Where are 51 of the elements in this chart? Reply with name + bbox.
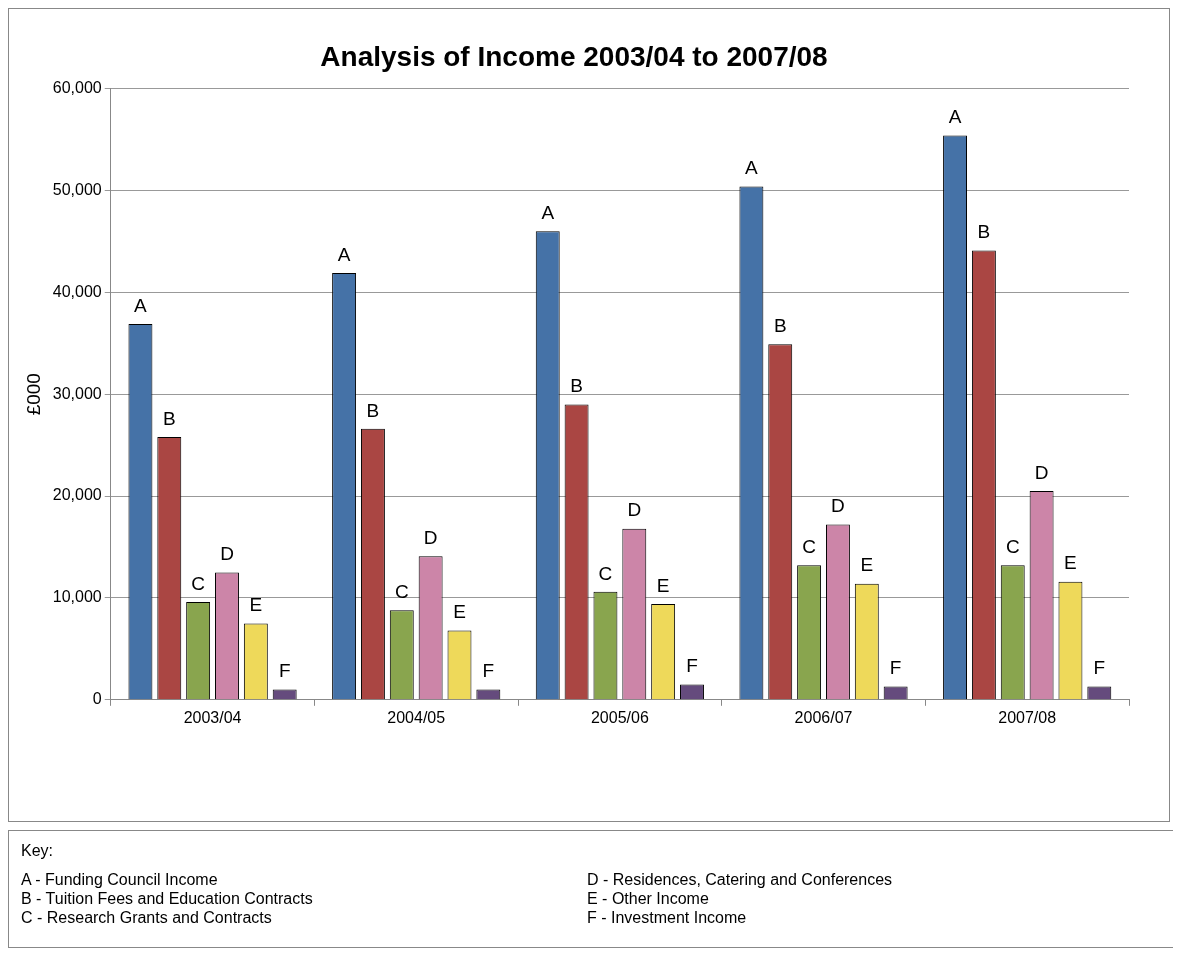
text: B [773,315,787,337]
text: B [366,399,380,421]
text: E [1064,552,1077,574]
text: F [482,660,495,682]
text: C [802,536,816,558]
text: C [191,572,206,594]
text: F [889,657,902,679]
x-tick-label: 2003/04 [183,708,242,726]
text: E [860,554,874,576]
text: A - Funding Council Income [21,870,219,889]
y-tick-label: 10,000 [52,588,102,606]
y-tick-label: 20,000 [52,486,102,504]
text: C - Research Grants and Contracts [21,908,273,927]
text: Key: [21,841,54,860]
text: F [1093,657,1106,679]
text: B [977,221,991,243]
text: D [220,543,234,565]
text: C [1005,536,1020,558]
series-label: F [278,660,291,682]
text: F - Investment Income [587,908,748,927]
x-tick-label: 2007/08 [998,708,1057,726]
series-label: A [745,157,759,179]
text: D [831,495,845,517]
y-tick-label: 50,000 [52,180,102,198]
series-label: C [598,562,613,584]
text: B [570,375,583,397]
text: D - Residences, Catering and Conferences [587,870,894,889]
series-label: E [453,601,466,623]
text: E [249,594,263,616]
series-label: D [627,499,642,521]
text: A [134,294,147,316]
text: D [423,526,438,548]
x-tick-label: 2005/06 [590,708,649,726]
text: C [394,580,409,602]
series-label: B [162,407,176,429]
y-tick-label: 30,000 [52,384,102,402]
text: A [948,106,962,128]
x-tick-label: 2004/05 [387,708,446,726]
chart-title: Analysis of Income 2003/04 to 2007/08 [320,40,828,72]
y-tick-label: 0 [92,690,102,708]
y-axis-title: £000 [22,373,44,416]
text: A [337,243,351,265]
text: E [656,574,670,596]
y-tick-label: 40,000 [52,282,102,300]
text: B - Tuition Fees and Education Contracts [21,889,314,908]
text: E - Other Income [587,889,710,908]
x-tick-label: 2006/07 [794,708,853,726]
text: D [1034,461,1049,483]
text: A [541,201,555,223]
text: F [686,655,698,677]
y-tick-label: 60,000 [52,79,102,97]
